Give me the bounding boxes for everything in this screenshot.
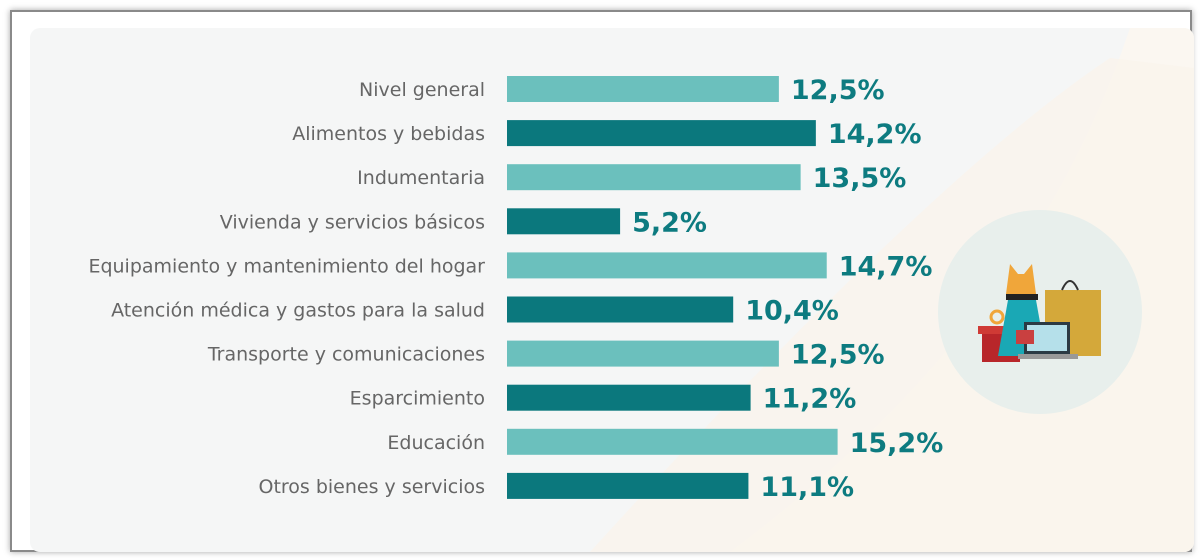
value-label: 12,5% [791, 75, 885, 106]
value-label: 5,2% [632, 207, 707, 238]
bars-group: Nivel general 12,5% Alimentos y bebidas 14,… [88, 75, 943, 503]
category-label: Atención médica y gastos para la salud [111, 300, 485, 322]
bar [507, 120, 816, 147]
value-label: 14,2% [828, 119, 922, 150]
chart-frame: Nivel general 12,5% Alimentos y bebidas 14,… [10, 10, 1194, 552]
category-label: Nivel general [359, 79, 485, 101]
bar-chart: Nivel general 12,5% Alimentos y bebidas 14,… [88, 28, 1194, 552]
category-label: Vivienda y servicios básicos [220, 211, 485, 233]
category-label: Equipamiento y mantenimiento del hogar [88, 255, 485, 277]
value-label: 11,1% [760, 472, 854, 503]
bar [507, 252, 827, 279]
bar [507, 340, 779, 367]
category-label: Esparcimiento [350, 388, 485, 410]
value-label: 10,4% [745, 296, 839, 327]
category-label: Otros bienes y servicios [258, 476, 485, 498]
value-label: 15,2% [850, 428, 944, 459]
bar [507, 384, 751, 411]
background-shape-2 [590, 58, 1194, 552]
value-label: 14,7% [839, 251, 933, 282]
category-label: Transporte y comunicaciones [207, 344, 485, 366]
bar [507, 472, 749, 499]
bar [507, 428, 838, 455]
chart-card: Nivel general 12,5% Alimentos y bebidas 14,… [30, 28, 1194, 552]
value-label: 13,5% [813, 163, 907, 194]
bar [507, 296, 734, 323]
bar [507, 76, 779, 102]
bar [507, 208, 621, 235]
category-label: Alimentos y bebidas [292, 123, 485, 145]
value-label: 12,5% [791, 340, 885, 371]
category-label: Educación [387, 432, 485, 454]
shopping-illustration-icon [938, 210, 1142, 414]
category-label: Indumentaria [357, 167, 485, 189]
bar [507, 164, 801, 191]
value-label: 11,2% [763, 384, 857, 415]
